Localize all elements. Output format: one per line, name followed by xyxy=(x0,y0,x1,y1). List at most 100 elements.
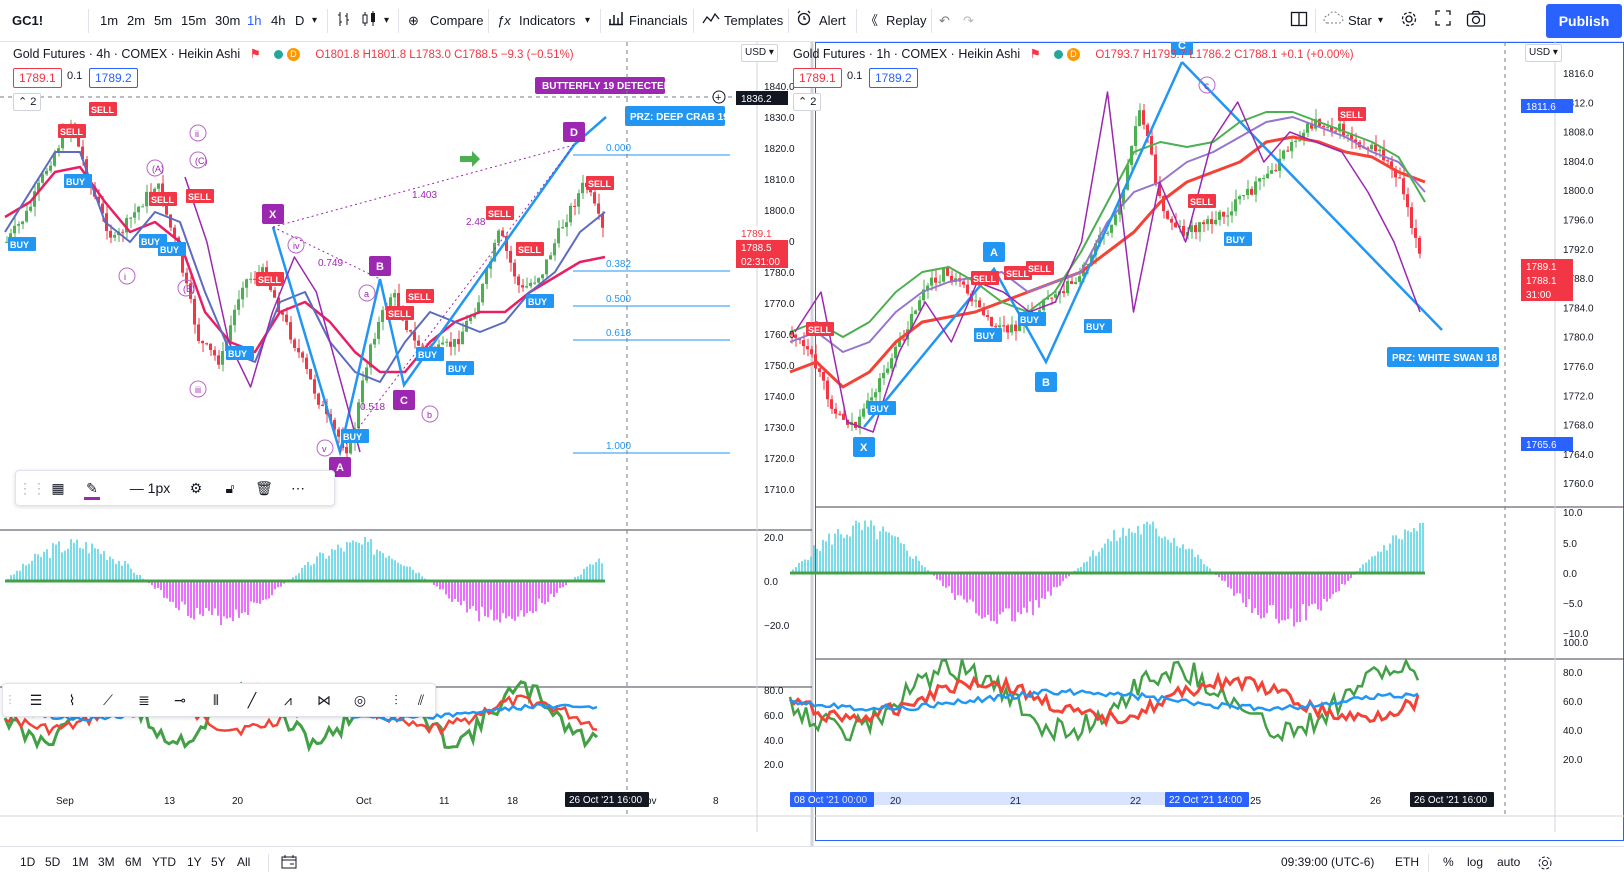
sell-signal: SELL xyxy=(588,179,612,189)
pitchfork-icon[interactable]: ⫶ xyxy=(394,692,398,708)
right-wave-label: c xyxy=(1204,81,1209,92)
range-1d[interactable]: 1D xyxy=(20,855,36,869)
bar-style-icon[interactable] xyxy=(336,10,354,32)
layout-icon[interactable] xyxy=(1290,10,1308,32)
camera-snapshot-icon[interactable] xyxy=(1466,10,1486,32)
left-collapse-indicators-button[interactable]: ⌃ 2 xyxy=(13,93,42,111)
ray-icon[interactable]: ╱ xyxy=(247,692,257,708)
compare-plus-icon[interactable]: ⊕ xyxy=(408,13,419,28)
percent-scale-toggle[interactable]: % xyxy=(1443,855,1454,869)
line-color-pencil-icon[interactable]: ✎ xyxy=(78,471,106,505)
financials-button[interactable]: Financials xyxy=(629,13,688,28)
interval-5m[interactable]: 5m xyxy=(154,13,173,28)
candle-body xyxy=(1350,134,1353,140)
settings-gear-icon[interactable] xyxy=(1400,10,1418,32)
replay-button[interactable]: Replay xyxy=(886,13,927,28)
flag-icon[interactable]: ⚑ xyxy=(249,47,261,61)
xabcd-pattern-icon[interactable]: ⋈ xyxy=(317,692,331,708)
chart-type-chevron-icon[interactable]: ▾ xyxy=(384,15,390,26)
range-5d[interactable]: 5D xyxy=(45,855,61,869)
templates-button[interactable]: Templates xyxy=(724,13,784,28)
right-price-tick: 1808.0 xyxy=(1563,128,1594,139)
range-6m[interactable]: 6M xyxy=(125,855,142,869)
divider xyxy=(1315,9,1316,33)
indicators-button[interactable]: Indicators xyxy=(519,13,576,28)
interval-15m[interactable]: 15m xyxy=(181,13,207,28)
flag-icon[interactable]: ⚑ xyxy=(1029,47,1041,61)
interval-2m[interactable]: 2m xyxy=(127,13,146,28)
alert-clock-icon[interactable] xyxy=(796,10,812,32)
auto-scale-toggle[interactable]: auto xyxy=(1497,855,1521,869)
candle-body xyxy=(838,413,841,415)
right-buy-price-box[interactable]: 1789.2 xyxy=(869,68,918,88)
redo-icon[interactable]: ↷ xyxy=(963,13,974,28)
candle-body xyxy=(1158,184,1161,197)
interval-dropdown-chevron-icon[interactable]: ▾ xyxy=(312,15,318,26)
range-ytd[interactable]: YTD xyxy=(152,855,176,869)
scale-settings-gear-icon[interactable] xyxy=(1537,855,1553,874)
interval-1h[interactable]: 1h xyxy=(247,13,262,28)
fib-retracement-icon[interactable]: ≣ xyxy=(138,692,150,708)
interval-d[interactable]: D xyxy=(295,13,305,28)
financials-chart-icon[interactable] xyxy=(608,10,624,32)
left-symbol-title[interactable]: Gold Futures · 4h · COMEX · Heikin Ashi xyxy=(13,47,241,61)
right-currency-selector[interactable]: USD ▾ xyxy=(1525,44,1562,62)
cloud-icon[interactable] xyxy=(1322,10,1344,32)
more-options-icon[interactable]: ⋯ xyxy=(291,480,305,496)
undo-icon[interactable]: ↶ xyxy=(939,13,950,28)
candle-body xyxy=(173,227,176,238)
range-all[interactable]: All xyxy=(237,855,251,869)
elliott-wave-icon[interactable]: ⩘ xyxy=(284,692,292,708)
indicators-fx-icon[interactable]: ƒx xyxy=(497,13,511,28)
replay-rewind-icon[interactable]: 《 xyxy=(865,13,879,28)
candle-body xyxy=(878,378,881,393)
left-sell-price-box[interactable]: 1789.1 xyxy=(13,68,62,88)
delete-trash-icon[interactable]: 🗑︎ xyxy=(255,480,273,496)
left-ad-dotted xyxy=(339,144,575,453)
right-sell-price-box[interactable]: 1789.1 xyxy=(793,68,842,88)
log-scale-toggle[interactable]: log xyxy=(1467,855,1484,869)
fib-spiral-icon[interactable]: ◎ xyxy=(353,692,367,708)
right-collapse-indicators-button[interactable]: ⌃ 2 xyxy=(793,93,822,111)
candles-icon[interactable] xyxy=(360,10,378,32)
symbol-search[interactable]: GC1! xyxy=(12,13,44,28)
left-buy-price-box[interactable]: 1789.2 xyxy=(89,68,138,88)
settings-gear-icon[interactable]: ⚙ xyxy=(189,480,203,496)
templates-icon[interactable] xyxy=(702,10,720,32)
alert-button[interactable]: Alert xyxy=(819,13,846,28)
range-1m[interactable]: 1M xyxy=(72,855,89,869)
charts-canvas[interactable]: X A B C D 0.000 0.382 0.500 0.618 1.000 1.403 0.749… xyxy=(0,42,1624,846)
trend-line-icon[interactable]: ⟋ xyxy=(103,692,113,708)
publish-button[interactable]: Publish xyxy=(1546,4,1622,38)
line-width-button[interactable]: — 1px xyxy=(129,480,171,496)
template-grid-icon[interactable]: ▦ xyxy=(51,480,65,496)
interval-1m[interactable]: 1m xyxy=(100,13,119,28)
lock-icon[interactable]: 🔓︎ xyxy=(225,480,235,496)
range-3m[interactable]: 3M xyxy=(98,855,115,869)
left-currency-selector[interactable]: USD ▾ xyxy=(741,44,778,62)
session-button[interactable]: ETH xyxy=(1395,855,1419,869)
right-symbol-title[interactable]: Gold Futures · 1h · COMEX · Heikin Ashi xyxy=(793,47,1021,61)
pattern-banner: BUTTERFLY 19 DETECTED xyxy=(542,81,671,92)
star-button[interactable]: Star xyxy=(1348,13,1372,28)
interval-4h[interactable]: 4h xyxy=(271,13,286,28)
compare-button[interactable]: Compare xyxy=(430,13,484,28)
interval-30m[interactable]: 30m xyxy=(215,13,241,28)
layout-menu-chevron-icon[interactable]: ▾ xyxy=(1378,15,1384,26)
abc-pattern-icon[interactable]: ⌇ xyxy=(68,692,76,708)
vertical-lines-icon[interactable]: ⦀ xyxy=(212,692,220,708)
range-5y[interactable]: 5Y xyxy=(211,855,226,869)
parallel-channel-icon[interactable]: ⫽ xyxy=(417,692,425,708)
go-to-date-icon[interactable] xyxy=(281,855,297,872)
signal-badge-bg xyxy=(149,192,177,206)
range-1y[interactable]: 1Y xyxy=(187,855,202,869)
candle-body xyxy=(1314,119,1317,129)
drag-handle-icon[interactable]: ⋮ xyxy=(4,694,16,706)
horizontal-lines-icon[interactable]: ☰ xyxy=(29,692,43,708)
indicators-chevron-icon[interactable]: ▾ xyxy=(585,15,591,26)
horizontal-ray-icon[interactable]: ⊸ xyxy=(174,692,186,708)
drag-handle-icon[interactable]: ⋮⋮ xyxy=(18,480,46,496)
candle-body xyxy=(553,243,556,256)
fullscreen-icon[interactable] xyxy=(1435,10,1451,32)
clock-timezone[interactable]: 09:39:00 (UTC-6) xyxy=(1281,855,1375,869)
